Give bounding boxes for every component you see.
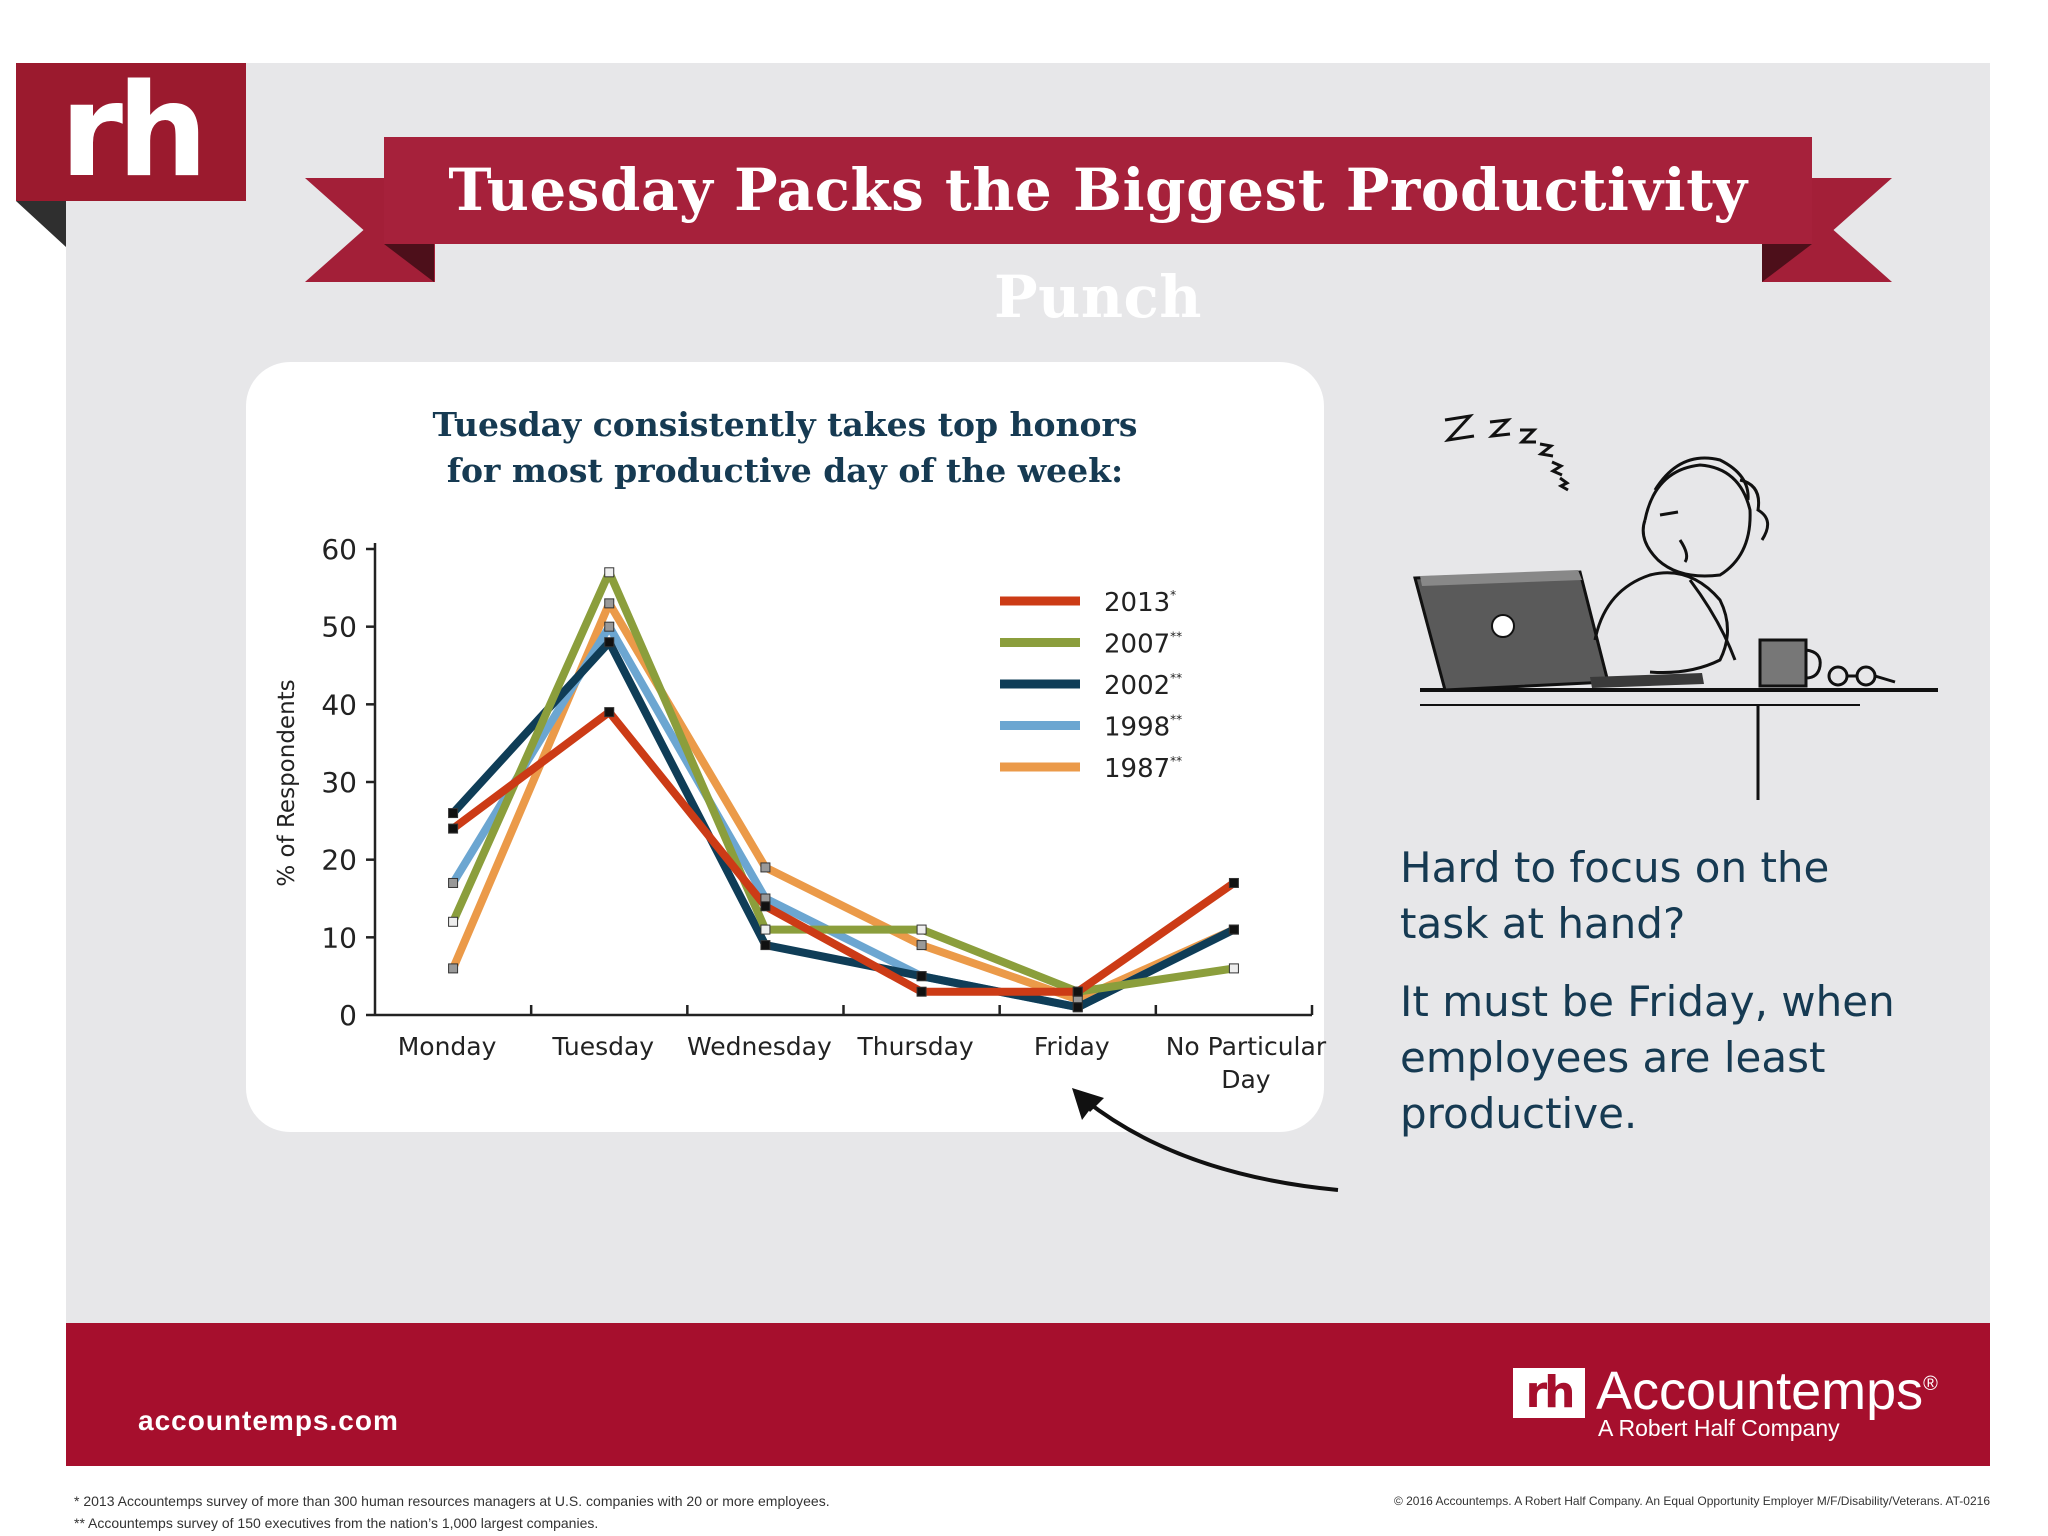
data-point-1987 <box>448 963 459 974</box>
data-point-2013 <box>916 986 927 997</box>
series-line-2007 <box>449 568 1238 996</box>
y-axis-label: % of Respondents <box>274 679 300 886</box>
data-point-1987 <box>916 940 927 951</box>
logo-fold <box>16 201 66 247</box>
footnote-2: ** Accountemps survey of 150 executives … <box>74 1515 599 1531</box>
chart-title-line-1: Tuesday consistently takes top honors <box>432 405 1138 444</box>
data-point-2002 <box>604 637 615 648</box>
ribbon-fold-right <box>1762 244 1812 282</box>
coffee-mug-icon <box>1758 638 1822 688</box>
brand-tagline: A Robert Half Company <box>1598 1415 1840 1441</box>
x-tick-label: Thursday <box>856 1032 973 1061</box>
series-line-2013 <box>449 708 1238 996</box>
legend-marker: ** <box>1170 671 1182 685</box>
legend-year: 1998 <box>1104 713 1170 743</box>
snore-z-icons <box>1444 413 1570 492</box>
brand-registered-mark: ® <box>1923 1373 1938 1395</box>
brand-mark-logo: rh <box>1513 1368 1585 1418</box>
data-point-2002 <box>1072 1002 1083 1013</box>
legend-year: 1987 <box>1104 754 1170 784</box>
data-point-2002 <box>1228 924 1239 935</box>
data-point-1987 <box>604 598 615 609</box>
legend-year: 2007 <box>1104 630 1170 660</box>
x-tick-label: Tuesday <box>551 1032 654 1061</box>
data-point-1987 <box>760 862 771 873</box>
sleeping-worker-illustration <box>1413 413 1938 800</box>
data-point-2013 <box>1228 877 1239 888</box>
data-point-2002 <box>760 940 771 951</box>
laptop-icon <box>1413 570 1704 692</box>
data-point-2007 <box>604 567 615 578</box>
series-line-2002 <box>449 638 1238 1012</box>
desk <box>1420 688 1938 800</box>
legend-label-1998: 1998** <box>1104 713 1182 743</box>
page-title: Tuesday Packs the Biggest Productivity P… <box>384 137 1812 331</box>
footnote-1: * 2013 Accountemps survey of more than 3… <box>74 1493 830 1509</box>
y-tick-label: 30 <box>321 766 357 799</box>
data-point-2007 <box>1228 963 1239 974</box>
y-tick-label: 0 <box>339 999 357 1032</box>
x-tick-label: Friday <box>1034 1032 1110 1061</box>
x-tick-label: Wednesday <box>687 1032 832 1061</box>
data-point-2007 <box>916 924 927 935</box>
data-point-2002 <box>448 808 459 819</box>
y-tick-label: 10 <box>321 921 357 954</box>
data-point-2007 <box>760 924 771 935</box>
footnotes: * 2013 Accountemps survey of more than 3… <box>74 1490 830 1534</box>
side-question: Hard to focus on the task at hand? <box>1400 843 1830 948</box>
legend-year: 2002 <box>1104 671 1170 701</box>
glasses-icon <box>1827 665 1896 687</box>
legend-label-2007: 2007** <box>1104 630 1182 660</box>
footer-url-link[interactable]: accountemps.com <box>138 1405 399 1436</box>
data-point-2013 <box>760 901 771 912</box>
chart-legend: 2013*2007**2002**1998**1987** <box>1000 588 1182 784</box>
side-answer: It must be Friday, when employees are le… <box>1400 977 1895 1138</box>
chart-ticks: 0 10 20 30 40 50 60 Monday Tuesday Wednesday Thurs… <box>321 533 1326 1094</box>
brand-name: Accountemps® <box>1596 1355 1938 1420</box>
footer-band: accountemps.com rh Accountemps® A Robert… <box>66 1323 1990 1466</box>
legend-year: 2013 <box>1104 588 1170 618</box>
chart-title-line-2: for most productive day of the week: <box>446 451 1124 490</box>
legend-marker: ** <box>1170 630 1182 644</box>
legend-marker: * <box>1170 588 1176 602</box>
data-point-2013 <box>448 823 459 834</box>
ribbon-fold-left <box>384 244 434 282</box>
copyright: © 2016 Accountemps. A Robert Half Compan… <box>1393 1494 1990 1508</box>
legend-label-2002: 2002** <box>1104 671 1182 701</box>
legend-marker: ** <box>1170 754 1182 768</box>
worker-figure <box>1593 456 1770 674</box>
data-point-2013 <box>604 707 615 718</box>
y-tick-label: 60 <box>321 533 357 566</box>
x-tick-label: Monday <box>398 1032 497 1061</box>
legend-marker: ** <box>1170 713 1182 727</box>
rh-logo: rh <box>16 63 246 201</box>
data-point-1998 <box>448 877 459 888</box>
side-text: Hard to focus on the task at hand? It mu… <box>1400 840 1920 1164</box>
data-point-2002 <box>916 971 927 982</box>
legend-label-1987: 1987** <box>1104 754 1182 784</box>
brand-name-text: Accountemps <box>1596 1361 1924 1421</box>
data-point-2013 <box>1072 986 1083 997</box>
chart-card <box>246 362 1324 1132</box>
y-tick-label: 20 <box>321 844 357 877</box>
data-point-1998 <box>604 621 615 632</box>
x-tick-label: No Particular Day <box>1166 1032 1327 1094</box>
y-tick-label: 40 <box>321 688 357 721</box>
chart-series <box>448 567 1239 1013</box>
chart-title: Tuesday consistently takes top honors fo… <box>246 402 1324 494</box>
y-tick-label: 50 <box>321 611 357 644</box>
legend-label-2013: 2013* <box>1104 588 1176 618</box>
data-point-2007 <box>448 916 459 927</box>
